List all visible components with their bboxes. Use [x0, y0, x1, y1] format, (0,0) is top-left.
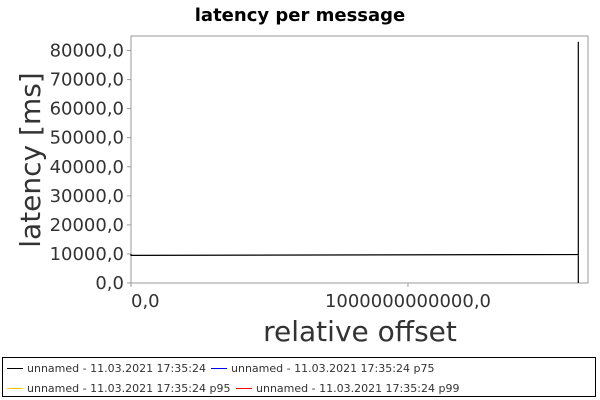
y-tick-label: 10000,0 — [50, 244, 124, 265]
y-tick-label: 40000,0 — [50, 157, 124, 178]
y-tick-label: 20000,0 — [50, 215, 124, 236]
legend-label: unnamed - 11.03.2021 17:35:24 p75 — [231, 361, 435, 375]
series-line — [130, 41, 579, 283]
legend-item: unnamed - 11.03.2021 17:35:24 p75 — [211, 361, 434, 375]
legend-swatch — [211, 367, 227, 369]
y-tick-label: 0,0 — [95, 273, 124, 294]
y-tick-label: 70000,0 — [50, 70, 124, 91]
chart-legend: unnamed - 11.03.2021 17:35:24 unnamed - … — [2, 357, 596, 397]
y-axis-label: latency [ms] — [14, 72, 47, 247]
y-tick-label: 30000,0 — [50, 186, 124, 207]
legend-item: unnamed - 11.03.2021 17:35:24 p95 — [7, 381, 230, 395]
chart-title: latency per message — [195, 5, 405, 26]
x-axis-label: relative offset — [263, 315, 457, 348]
legend-item: unnamed - 11.03.2021 17:35:24 p99 — [236, 381, 459, 395]
x-tick-label: 1000000000000,0 — [325, 291, 491, 312]
x-tick-label: 0,0 — [131, 291, 160, 312]
legend-swatch — [7, 367, 23, 369]
latency-chart: latency per message 0,0 10000,0 20000,0 300… — [14, 5, 589, 348]
legend-swatch — [236, 387, 252, 389]
plot-area — [130, 35, 589, 284]
legend-label: unnamed - 11.03.2021 17:35:24 p95 — [27, 381, 231, 395]
y-tick-label: 60000,0 — [50, 99, 124, 120]
legend-label: unnamed - 11.03.2021 17:35:24 p99 — [256, 381, 460, 395]
y-tick-label: 50000,0 — [50, 128, 124, 149]
legend-item: unnamed - 11.03.2021 17:35:24 — [7, 361, 206, 375]
y-tick-label: 80000,0 — [50, 41, 124, 62]
legend-label: unnamed - 11.03.2021 17:35:24 — [27, 361, 206, 375]
legend-swatch — [7, 387, 23, 389]
